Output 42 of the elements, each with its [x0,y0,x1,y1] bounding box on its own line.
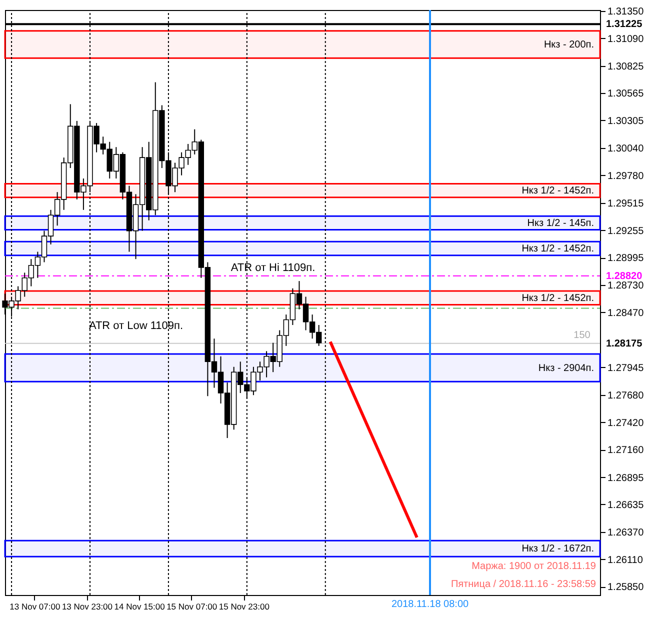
band-label: Нкз 1/2 - 1452п. [522,244,594,254]
ref-line-label: 2018.11.18 08:00 [391,599,469,610]
x-tick-label: 15 Nov 07:00 [166,602,218,612]
x-tick-label: 15 Nov 23:00 [218,602,270,612]
annotation: ATR от Low 1109п. [88,320,184,332]
y-tick-label: 1.28470 [608,308,644,319]
annotation: Пятница / 2018.11.16 - 23:58:59 [450,579,596,590]
y-tick-label: 1.30565 [608,88,644,100]
x-tick-label: 13 Nov 07:00 [10,602,60,612]
band-label: Нкз 1/2 - 1672п. [522,544,594,555]
band-label: Нкз 1/2 - 1452п. [522,186,594,197]
ref-line-label: 1.28175 [606,338,643,350]
y-tick-label: 1.28995 [608,253,644,264]
y-tick-label: 1.26635 [608,500,644,511]
y-tick-label: 1.28730 [608,280,644,292]
band-label: Нкз 1/2 - 145п. [527,218,594,229]
y-tick-label: 1.27945 [608,362,644,374]
ref-line-label: 1.31225 [606,19,643,30]
y-tick-label: 1.25850 [608,582,644,594]
y-tick-label: 1.29515 [608,198,644,210]
y-tick-label: 1.27160 [608,445,644,456]
y-tick-label: 1.27420 [608,418,644,429]
y-tick-label: 1.31350 [608,6,644,18]
y-tick-label: 1.26370 [608,528,644,539]
annotation: Маржа: 1900 от 2018.11.19 [472,561,596,572]
y-tick-label: 1.27680 [608,390,644,402]
band-label: Нкз 1/2 - 1452п. [522,292,594,304]
y-tick-label: 1.30825 [608,61,644,72]
y-tick-label: 1.31090 [608,34,644,45]
x-tick-label: 13 Nov 23:00 [62,602,113,612]
y-tick-label: 1.29780 [608,170,644,182]
y-tick-label: 1.30305 [608,116,644,127]
x-tick-label: 14 Nov 15:00 [114,602,166,612]
y-tick-label: 1.26110 [608,554,644,566]
y-tick-label: 1.30040 [608,144,644,155]
annotation: ATR от Hi 1109п. [230,262,316,274]
annotation: 150 [574,330,591,341]
band-label: Нкз - 200п. [544,40,594,51]
y-tick-label: 1.29255 [608,226,644,237]
ref-line-label: 1.28820 [606,270,643,282]
band-label: Нкз - 2904п. [538,362,594,374]
y-tick-label: 1.26895 [608,472,644,484]
